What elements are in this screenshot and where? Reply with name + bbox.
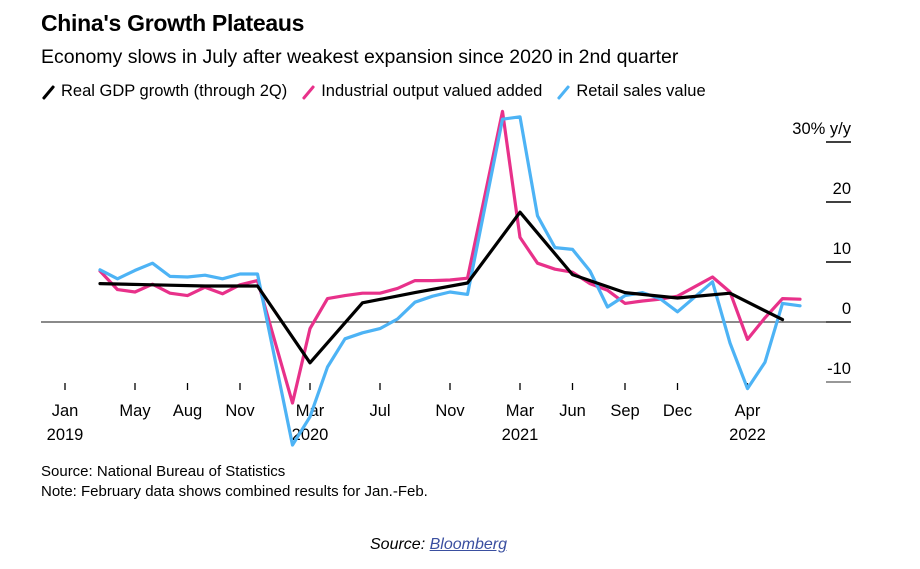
y-tick-label: 30% y/y [792,120,851,138]
x-tick-label: Apr [735,402,761,420]
x-tick-label: Sep [610,402,639,420]
x-tick-label: Jul [369,402,390,420]
chart-subtitle: Economy slows in July after weakest expa… [41,46,679,68]
y-tick-label: 0 [842,300,851,318]
data-note: Note: February data shows combined resul… [41,483,428,500]
x-tick-label: Nov [225,402,255,420]
legend-item-retail: Retail sales value [556,82,705,101]
x-tick-year: 2019 [47,426,84,444]
bloomberg-link[interactable]: Bloomberg [429,536,507,553]
x-tick-label: Dec [663,402,692,420]
y-tick-label: 20 [833,180,851,198]
y-tick-label: -10 [827,360,851,378]
x-tick-label: Nov [435,402,465,420]
legend-label: Real GDP growth (through 2Q) [61,82,288,100]
series-line-gdp [98,210,785,365]
x-tick-label: Jun [559,402,586,420]
chart-title: China's Growth Plateaus [41,10,305,36]
legend-label: Retail sales value [576,82,706,100]
series-line-retail-sales [98,115,802,447]
x-tick-label: Aug [173,402,202,420]
credit: Source: Bloomberg [370,536,507,554]
source-note: Source: National Bureau of Statistics [41,463,286,480]
y-tick-label: 10 [833,240,851,258]
credit-prefix: Source: [370,536,430,553]
x-tick-label: May [119,402,151,420]
series-line-industrial-output [98,109,802,405]
legend-item-gdp: Real GDP growth (through 2Q) [41,82,287,101]
x-tick-label: Jan [52,402,79,420]
x-tick-label: Mar [506,402,535,420]
legend: Real GDP growth (through 2Q) Industrial … [41,82,706,101]
legend-item-industrial: Industrial output valued added [301,82,542,101]
x-tick-year: 2022 [729,426,766,444]
x-tick-label: Mar [296,402,325,420]
legend-label: Industrial output valued added [321,82,543,100]
x-tick-year: 2021 [502,426,539,444]
